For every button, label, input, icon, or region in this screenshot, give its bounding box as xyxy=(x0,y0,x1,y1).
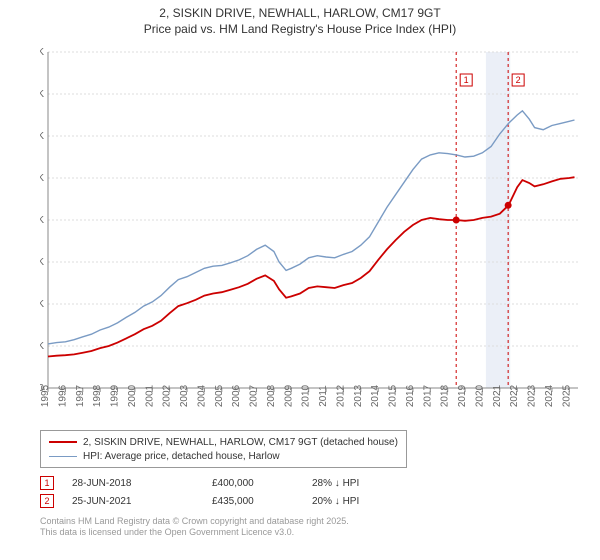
chart-plot-area: £0£100K£200K£300K£400K£500K£600K£700K£80… xyxy=(40,44,585,424)
legend-swatch-property xyxy=(49,441,77,443)
title-line-2: Price paid vs. HM Land Registry's House … xyxy=(0,22,600,38)
svg-text:2019: 2019 xyxy=(457,384,468,407)
svg-text:2015: 2015 xyxy=(388,384,399,407)
svg-text:1995: 1995 xyxy=(40,384,51,407)
svg-text:2003: 2003 xyxy=(179,384,190,407)
svg-text:2008: 2008 xyxy=(266,384,277,407)
legend-row-hpi: HPI: Average price, detached house, Harl… xyxy=(49,449,398,463)
svg-text:2: 2 xyxy=(516,75,521,85)
legend-row-property: 2, SISKIN DRIVE, NEWHALL, HARLOW, CM17 9… xyxy=(49,435,398,449)
svg-text:£400K: £400K xyxy=(40,215,44,226)
footer-line-1: Contains HM Land Registry data © Crown c… xyxy=(40,516,349,527)
legend-label-property: 2, SISKIN DRIVE, NEWHALL, HARLOW, CM17 9… xyxy=(83,437,398,448)
svg-text:£200K: £200K xyxy=(40,299,44,310)
svg-text:2018: 2018 xyxy=(440,384,451,407)
svg-text:2025: 2025 xyxy=(561,384,572,407)
svg-text:£800K: £800K xyxy=(40,47,44,58)
svg-text:£100K: £100K xyxy=(40,341,44,352)
chart-title: 2, SISKIN DRIVE, NEWHALL, HARLOW, CM17 9… xyxy=(0,0,600,37)
sale-pct-2: 20% ↓ HPI xyxy=(312,496,432,507)
sale-price-2: £435,000 xyxy=(212,496,312,507)
svg-text:1997: 1997 xyxy=(75,384,86,407)
sale-marker-1: 1 xyxy=(40,476,54,490)
svg-text:2000: 2000 xyxy=(127,384,138,407)
sale-pct-1: 28% ↓ HPI xyxy=(312,478,432,489)
svg-text:£300K: £300K xyxy=(40,257,44,268)
sale-date-1: 28-JUN-2018 xyxy=(72,478,212,489)
sale-row-2: 2 25-JUN-2021 £435,000 20% ↓ HPI xyxy=(40,492,432,510)
svg-text:2012: 2012 xyxy=(335,384,346,407)
svg-text:2011: 2011 xyxy=(318,385,329,407)
svg-text:£500K: £500K xyxy=(40,173,44,184)
svg-text:1999: 1999 xyxy=(110,384,121,407)
title-line-1: 2, SISKIN DRIVE, NEWHALL, HARLOW, CM17 9… xyxy=(0,6,600,22)
svg-text:2023: 2023 xyxy=(527,384,538,407)
legend-swatch-hpi xyxy=(49,456,77,457)
svg-text:2002: 2002 xyxy=(162,384,173,407)
svg-text:2005: 2005 xyxy=(214,384,225,407)
svg-text:1: 1 xyxy=(464,75,469,85)
svg-text:1996: 1996 xyxy=(57,384,68,407)
svg-text:2014: 2014 xyxy=(370,384,381,407)
footer-attribution: Contains HM Land Registry data © Crown c… xyxy=(40,516,349,538)
svg-text:2024: 2024 xyxy=(544,384,555,407)
svg-text:2010: 2010 xyxy=(301,384,312,407)
svg-text:2006: 2006 xyxy=(231,384,242,407)
svg-text:2016: 2016 xyxy=(405,384,416,407)
svg-text:2007: 2007 xyxy=(249,384,260,407)
sale-date-2: 25-JUN-2021 xyxy=(72,496,212,507)
svg-text:£700K: £700K xyxy=(40,89,44,100)
sale-price-1: £400,000 xyxy=(212,478,312,489)
svg-text:2004: 2004 xyxy=(196,384,207,407)
svg-text:2021: 2021 xyxy=(492,384,503,407)
svg-text:2020: 2020 xyxy=(474,384,485,407)
legend: 2, SISKIN DRIVE, NEWHALL, HARLOW, CM17 9… xyxy=(40,430,407,468)
legend-label-hpi: HPI: Average price, detached house, Harl… xyxy=(83,451,280,462)
svg-text:2001: 2001 xyxy=(144,384,155,407)
svg-text:2009: 2009 xyxy=(283,384,294,407)
sale-marker-2: 2 xyxy=(40,494,54,508)
sales-table: 1 28-JUN-2018 £400,000 28% ↓ HPI 2 25-JU… xyxy=(40,474,432,510)
svg-text:2013: 2013 xyxy=(353,384,364,407)
svg-text:1998: 1998 xyxy=(92,384,103,407)
svg-text:2022: 2022 xyxy=(509,384,520,407)
svg-text:2017: 2017 xyxy=(422,384,433,407)
svg-text:£600K: £600K xyxy=(40,131,44,142)
sale-row-1: 1 28-JUN-2018 £400,000 28% ↓ HPI xyxy=(40,474,432,492)
footer-line-2: This data is licensed under the Open Gov… xyxy=(40,527,349,538)
